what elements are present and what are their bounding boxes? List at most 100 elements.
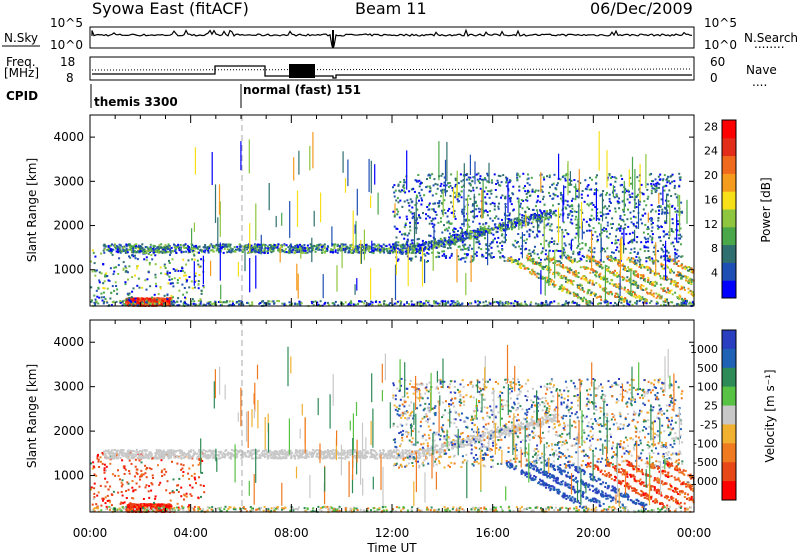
echo-cell <box>607 222 609 224</box>
echo-cell <box>465 234 467 236</box>
echo-cell <box>584 179 586 181</box>
echo-cell <box>181 251 183 253</box>
echo-streak <box>571 240 572 251</box>
echo-cell <box>593 204 595 206</box>
echo-cell <box>621 233 623 235</box>
echo-cell <box>105 272 107 274</box>
echo-streak <box>579 169 580 191</box>
echo-cell <box>507 222 509 224</box>
echo-cell <box>94 275 96 277</box>
echo-streak <box>374 164 375 184</box>
echo-cell <box>529 184 531 186</box>
echo-cell <box>228 244 230 246</box>
echo-cell <box>682 267 684 269</box>
echo-cell <box>645 298 647 300</box>
echo-streak <box>371 241 372 252</box>
echo-cell <box>182 270 184 272</box>
echo-cell <box>410 198 412 200</box>
echo-cell <box>428 245 430 247</box>
echo-cell <box>404 234 406 236</box>
echo-cell <box>440 217 442 219</box>
echo-cell <box>529 235 531 237</box>
echo-cell <box>155 251 157 253</box>
echo-cell <box>609 201 611 203</box>
echo-cell <box>476 215 478 217</box>
echo-cell <box>482 179 484 181</box>
echo-cell <box>396 237 398 239</box>
echo-cell <box>641 222 643 224</box>
echo-cell <box>517 174 519 176</box>
echo-cell <box>517 241 519 243</box>
echo-streak <box>416 197 417 234</box>
echo-cell <box>597 218 599 220</box>
echo-cell <box>538 257 540 259</box>
echo-cell <box>542 186 544 188</box>
echo-cell <box>383 249 385 251</box>
echo-cell <box>517 263 519 265</box>
echo-cell <box>615 293 617 295</box>
echo-cell <box>415 179 417 181</box>
echo-cell <box>435 183 437 185</box>
echo-cell <box>612 223 614 225</box>
echo-cell <box>538 214 540 216</box>
echo-cell <box>498 203 500 205</box>
echo-cell <box>596 174 598 176</box>
echo-cell <box>645 246 647 248</box>
echo-streak <box>669 203 670 236</box>
echo-cell <box>461 190 463 192</box>
echo-cell <box>611 227 613 229</box>
echo-cell <box>101 296 103 298</box>
echo-cell <box>504 260 506 262</box>
echo-cell <box>631 221 633 223</box>
echo-cell <box>121 251 123 253</box>
echo-cell <box>538 230 540 232</box>
echo-cell <box>224 246 226 248</box>
echo-cell <box>93 295 95 297</box>
echo-cell <box>526 193 528 195</box>
echo-cell <box>146 259 148 261</box>
echo-streak <box>394 203 395 214</box>
echo-cell <box>529 195 531 197</box>
echo-cell <box>666 179 668 181</box>
freq-bottom-tick: 8 <box>66 71 74 85</box>
echo-cell <box>470 231 472 233</box>
echo-cell <box>556 249 558 251</box>
echo-cell <box>105 298 107 300</box>
echo-cell <box>114 245 116 247</box>
echo-cell <box>583 256 585 258</box>
echo-streak <box>280 247 281 263</box>
echo-cell <box>545 240 547 242</box>
echo-cell <box>533 272 535 274</box>
echo-cell <box>193 255 195 257</box>
echo-cell <box>576 224 578 226</box>
echo-cell <box>637 260 639 262</box>
echo-cell <box>627 209 629 211</box>
echo-cell <box>165 244 167 246</box>
echo-cell <box>135 257 137 259</box>
echo-cell <box>485 231 487 233</box>
echo-streak <box>470 155 471 175</box>
echo-cell <box>433 178 435 180</box>
echo-cell <box>570 260 572 262</box>
echo-cell <box>255 250 257 252</box>
echo-cell <box>491 179 493 181</box>
echo-cell <box>607 225 609 227</box>
echo-cell <box>658 213 660 215</box>
echo-cell <box>464 248 466 250</box>
echo-cell <box>657 225 659 227</box>
echo-cell <box>236 246 238 248</box>
echo-cell <box>486 193 488 195</box>
echo-cell <box>674 281 676 283</box>
echo-cell <box>543 210 545 212</box>
echo-cell <box>104 280 106 282</box>
echo-cell <box>137 300 139 302</box>
echo-cell <box>386 249 388 251</box>
echo-cell <box>577 297 579 299</box>
echo-cell <box>669 255 671 257</box>
echo-cell <box>372 247 374 249</box>
echo-cell <box>624 269 626 271</box>
echo-cell <box>499 229 501 231</box>
echo-cell <box>167 251 169 253</box>
echo-cell <box>151 297 153 299</box>
echo-cell <box>536 276 538 278</box>
